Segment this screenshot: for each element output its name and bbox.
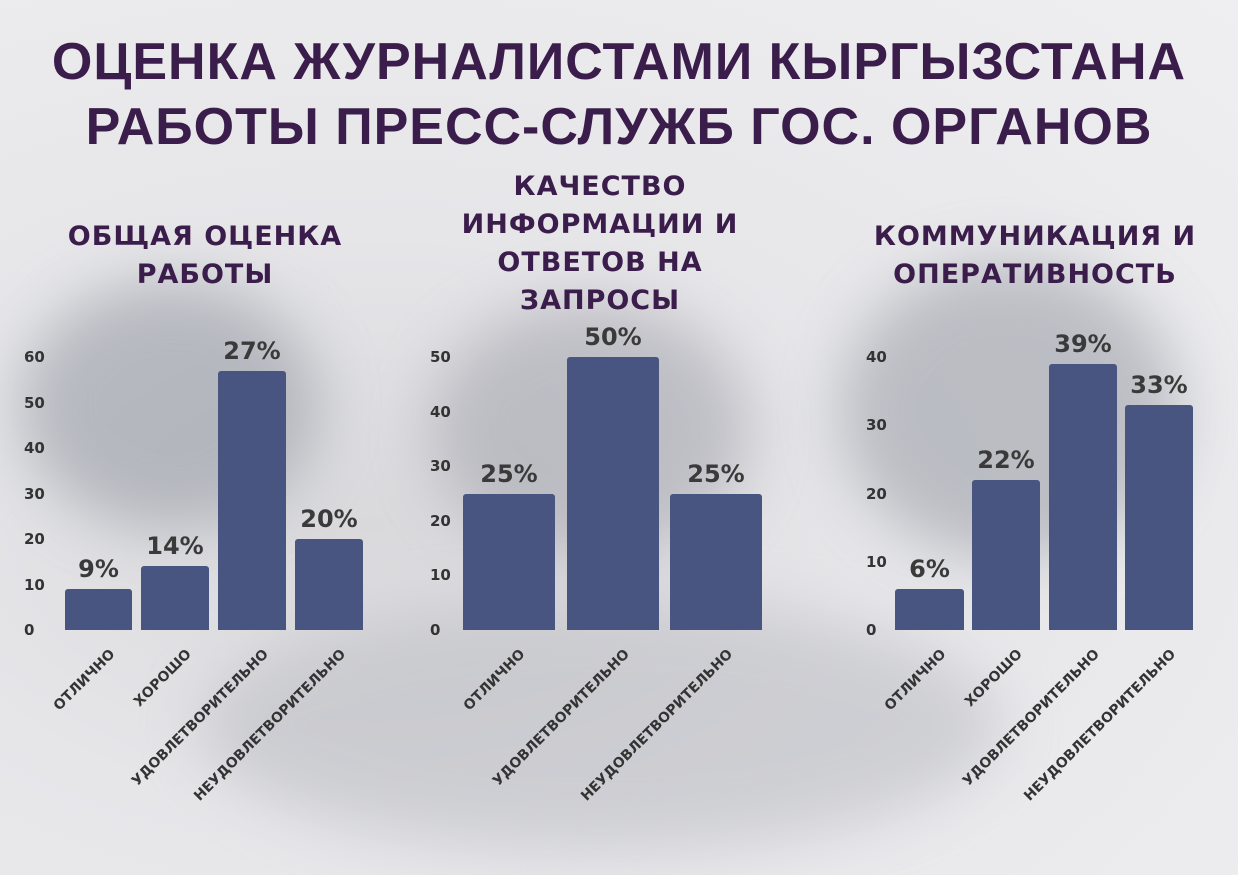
bar [295,539,363,630]
y-tick-label: 0 [24,621,35,639]
bar [567,357,659,630]
y-tick-label: 10 [430,566,451,585]
bar [463,493,555,630]
bar [1125,404,1193,630]
y-tick-label: 0 [430,621,441,639]
y-tick-label: 40 [866,348,887,366]
bar [895,589,964,630]
page-title-line-1: ОЦЕНКА ЖУРНАЛИСТАМИ КЫРГЫЗСТАНА [51,33,1187,91]
bar [141,566,209,630]
chart-3-title: КОММУНИКАЦИЯ И ОПЕРАТИВНОСТЬ [873,221,1197,290]
y-tick-label: 30 [430,457,451,476]
data-label: 33% [1130,370,1188,399]
y-tick-label: 40 [430,402,451,421]
y-tick-label: 30 [24,484,45,503]
y-tick-label: 60 [24,348,45,366]
data-label: 27% [223,336,281,365]
bar [218,370,286,630]
y-tick-label: 10 [24,575,45,594]
chart-1-title: ОБЩАЯ ОЦЕНКА РАБОТЫ [67,221,343,290]
y-tick-label: 40 [24,439,45,457]
bar [670,493,762,630]
page-title-line-2: РАБОТЫ ПРЕСС-СЛУЖБ ГОС. ОРГАНОВ [85,98,1153,156]
chart-2-title: КАЧЕСТВО ИНФОРМАЦИИ И ОТВЕТОВ НА ЗАПРОСЫ [461,171,739,316]
data-label: 39% [1054,329,1112,358]
y-tick-label: 20 [24,530,45,548]
data-label: 6% [909,555,950,584]
bar [1049,363,1117,630]
data-label: 25% [480,459,538,488]
y-tick-label: 50 [430,348,451,366]
x-category-label: ХОРОШО [961,646,1026,711]
data-label: 20% [300,505,358,533]
x-category-label: ОТЛИЧНО [881,646,950,715]
data-label: 25% [687,459,745,488]
background-photo [200,600,1000,850]
data-label: 50% [584,323,642,351]
y-tick-label: 10 [866,552,887,571]
y-tick-label: 0 [866,621,877,639]
bar [972,479,1040,630]
y-tick-label: 30 [866,416,887,435]
data-label: 9% [78,555,119,584]
x-category-label: УДОВЛЕТВОРИТЕЛЬНО [959,646,1103,790]
y-tick-label: 20 [430,511,451,530]
y-tick-label: 50 [24,393,45,412]
data-label: 22% [977,445,1035,474]
x-category-label: НЕУДОВЛЕТВОРИТЕЛЬНО [1020,646,1179,805]
y-tick-label: 20 [866,484,887,503]
data-label: 14% [146,532,204,561]
bar [65,589,132,630]
